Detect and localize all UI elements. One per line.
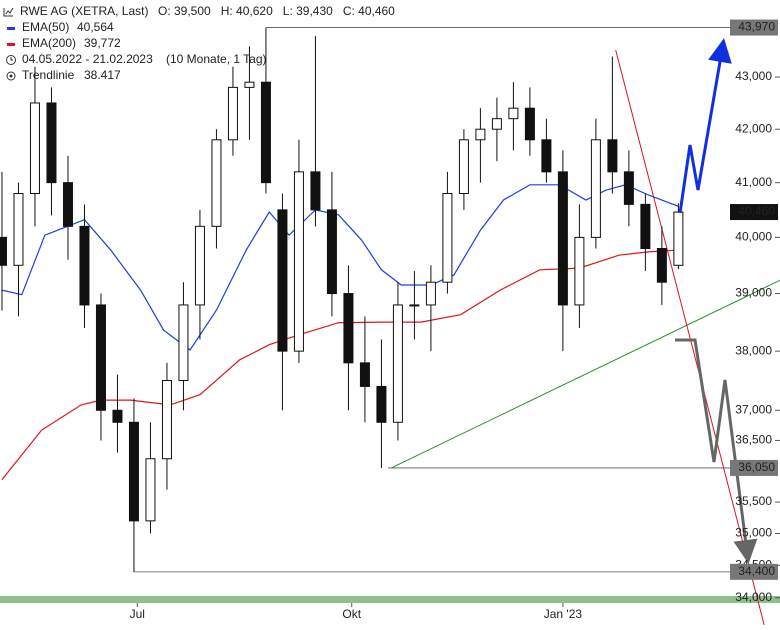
candle-body — [194, 225, 205, 306]
trendline — [391, 279, 780, 469]
level-box — [730, 563, 778, 580]
candle-body — [656, 248, 667, 283]
level-label: 34,400 — [738, 564, 775, 578]
legend-value: 39,772 — [84, 36, 121, 50]
x-tick-label: Jul — [130, 607, 145, 621]
period-note: (10 Monate, 1 Tag) — [166, 52, 267, 66]
level-box — [730, 459, 778, 476]
y-tick-label: 41,000 — [735, 175, 772, 189]
level-label: 36,050 — [738, 460, 775, 474]
candle-body — [79, 225, 90, 306]
candle-body — [623, 171, 634, 205]
y-tick-label: 36,500 — [735, 433, 772, 447]
x-tick-label: Okt — [342, 607, 361, 621]
candle-body — [128, 421, 139, 522]
trendline — [615, 49, 765, 625]
legend: RWE AG (XETRA, Last) O: 39,500 H: 40,620 L… — [3, 4, 395, 82]
candle-body — [244, 81, 255, 88]
candle-body — [574, 236, 585, 306]
candle-body — [590, 139, 601, 238]
candle-body — [95, 304, 106, 411]
candle-body — [442, 192, 453, 283]
candle-body — [508, 107, 519, 120]
level-box — [730, 204, 778, 221]
ohlc-label: O: 39,500 — [158, 4, 211, 18]
ohlc-label: L: 39,430 — [283, 4, 333, 18]
support-band — [0, 596, 780, 603]
trend-icon — [6, 71, 16, 81]
candle-body — [557, 171, 568, 306]
y-tick-label: 42,000 — [735, 121, 772, 135]
legend-icon — [7, 43, 15, 46]
candle-body — [475, 128, 486, 141]
candle-body — [161, 380, 172, 460]
ohlc-label: C: 40,460 — [343, 4, 395, 18]
y-tick-label: 34,000 — [735, 590, 772, 604]
candle-body — [524, 107, 535, 141]
y-tick-label: 43,000 — [735, 69, 772, 83]
candle-body — [541, 139, 552, 173]
y-tick-label: 38,000 — [735, 343, 772, 357]
level-label: 43,970 — [738, 20, 775, 34]
legend-label: Trendlinie — [22, 68, 75, 82]
candle-body — [178, 304, 189, 382]
legend-value: 38.417 — [84, 68, 121, 82]
candle-body — [145, 458, 156, 522]
forecast-down-arrow — [675, 338, 758, 564]
ema-line — [1, 184, 679, 351]
candle-body — [46, 102, 57, 184]
legend-value: 40,564 — [77, 20, 114, 34]
candle-body — [458, 139, 469, 194]
candle-body — [211, 139, 222, 227]
y-tick-label: 35,000 — [735, 526, 772, 540]
clock-icon — [10, 57, 13, 61]
candle-body — [392, 304, 403, 423]
candle-body — [343, 293, 354, 364]
ohlc-label: H: 40,620 — [221, 4, 273, 18]
candle-body — [112, 409, 123, 423]
chart-title: RWE AG (XETRA, Last) — [20, 4, 148, 18]
candle-body — [640, 203, 651, 250]
period: 04.05.2022 - 21.02.2023 — [22, 52, 153, 66]
candle-body — [409, 304, 420, 307]
y-tick-label: 39,000 — [735, 286, 772, 300]
candle-body — [359, 362, 370, 387]
candle-body — [0, 236, 7, 266]
legend-label: EMA(50) — [22, 20, 69, 34]
ohlc: O: 39,500 H: 40,620 L: 39,430 C: 40,460 — [158, 4, 395, 18]
candle-body — [310, 171, 321, 211]
forecast-up-arrow — [678, 38, 732, 214]
candle-body — [277, 209, 288, 352]
level-box — [730, 19, 778, 36]
y-tick-label: 37,000 — [735, 402, 772, 416]
candle-body — [13, 192, 24, 266]
trend-icon — [9, 74, 13, 78]
clock-icon — [6, 55, 16, 65]
candle-body — [326, 209, 337, 295]
y-tick-label: 35,500 — [735, 494, 772, 508]
candle-body — [62, 182, 73, 227]
legend-icon — [7, 27, 15, 30]
candle-body — [29, 102, 40, 194]
chart-icon — [3, 7, 14, 17]
candle-body — [260, 81, 271, 184]
candle-body — [607, 139, 618, 173]
y-tick-label: 40,000 — [735, 230, 772, 244]
x-tick-label: Jan '23 — [544, 607, 583, 621]
candle-body — [491, 118, 502, 130]
candle-body — [227, 86, 238, 141]
candle-body — [673, 211, 684, 266]
legend-label: EMA(200) — [22, 36, 76, 50]
candle-body — [293, 171, 304, 352]
level-label: 40,460 — [738, 204, 775, 218]
candle-body — [425, 281, 436, 306]
candle-body — [376, 385, 387, 423]
